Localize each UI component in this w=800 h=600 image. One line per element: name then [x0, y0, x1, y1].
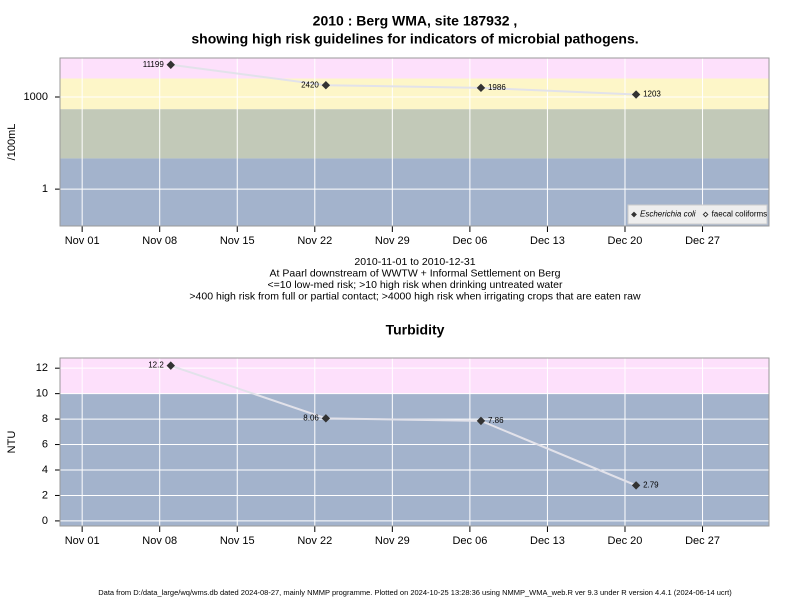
data-point	[166, 361, 175, 370]
x-tick-label: Dec 20	[608, 535, 643, 547]
x-tick-label: Nov 29	[375, 535, 410, 547]
data-label: 7.86	[488, 416, 504, 425]
y-tick-label: 12	[36, 362, 48, 374]
y-axis-label: /100mL	[6, 124, 18, 161]
footer: Data from D:/data_large/wq/wms.db dated …	[98, 588, 732, 597]
y-tick-label: 0	[42, 515, 48, 527]
legend-label: Escherichia coli	[640, 210, 696, 219]
data-point	[476, 416, 486, 426]
chart-title: Turbidity	[386, 322, 445, 338]
x-tick-label: Dec 13	[530, 235, 565, 247]
y-tick-label: 10	[36, 388, 48, 400]
x-tick-label: Dec 27	[685, 535, 720, 547]
note: At Paarl downstream of WWTW + Informal S…	[270, 267, 561, 279]
x-tick-label: Nov 15	[220, 535, 255, 547]
data-label: 8.06	[303, 413, 319, 422]
x-tick-label: Nov 01	[65, 535, 100, 547]
data-point	[166, 60, 175, 69]
y-tick-label: 8	[42, 413, 48, 425]
risk-band	[60, 393, 769, 526]
data-point	[631, 481, 641, 490]
legend-label: faecal coliforms	[712, 210, 768, 219]
risk-band	[60, 78, 769, 110]
x-tick-label: Dec 20	[608, 235, 643, 247]
x-tick-label: Dec 06	[452, 235, 487, 247]
x-tick-label: Dec 06	[452, 535, 487, 547]
series-line	[170, 63, 637, 96]
y-tick-label: 1	[42, 183, 48, 195]
data-label: 11199	[143, 60, 165, 69]
plot-frame	[59, 357, 770, 527]
x-tick-label: Nov 01	[65, 235, 100, 247]
x-tick-label: Nov 22	[297, 535, 332, 547]
data-label: 1203	[643, 90, 661, 99]
y-tick-label: 4	[42, 464, 48, 476]
x-tick-label: Nov 29	[375, 235, 410, 247]
y-axis-label: NTU	[6, 431, 18, 454]
data-label: 12.2	[148, 361, 164, 370]
risk-band	[60, 109, 769, 159]
risk-band	[60, 358, 769, 394]
chart-title: 2010 : Berg WMA, site 187932 ,	[313, 13, 518, 29]
plot-frame	[59, 57, 770, 227]
x-tick-label: Nov 08	[142, 235, 177, 247]
y-tick-label: 6	[42, 438, 48, 450]
series-line	[170, 364, 637, 487]
x-tick-label: Dec 13	[530, 535, 565, 547]
x-tick-label: Dec 27	[685, 235, 720, 247]
y-tick-label: 1000	[24, 91, 48, 103]
risk-band	[60, 58, 769, 79]
legend-box	[627, 204, 768, 225]
data-label: 2.79	[643, 481, 659, 490]
legend: Escherichia coli faecal coliforms	[627, 204, 768, 225]
note: 2010-11-01 to 2010-12-31	[354, 256, 475, 268]
note: >400 high risk from full or partial cont…	[189, 290, 641, 302]
x-tick-label: Nov 22	[297, 235, 332, 247]
note: <=10 low-med risk; >10 high risk when dr…	[267, 279, 563, 291]
legend-marker	[631, 211, 637, 218]
data-point	[631, 90, 641, 99]
x-tick-label: Nov 08	[142, 535, 177, 547]
data-point	[321, 414, 331, 423]
y-tick-label: 2	[42, 489, 48, 501]
data-point	[476, 83, 486, 93]
legend-marker	[702, 211, 709, 218]
data-label: 2420	[301, 80, 319, 89]
data-label: 1986	[488, 83, 506, 92]
data-point	[321, 80, 331, 90]
chart-title: showing high risk guidelines for indicat…	[191, 31, 638, 47]
x-tick-label: Nov 15	[220, 235, 255, 247]
